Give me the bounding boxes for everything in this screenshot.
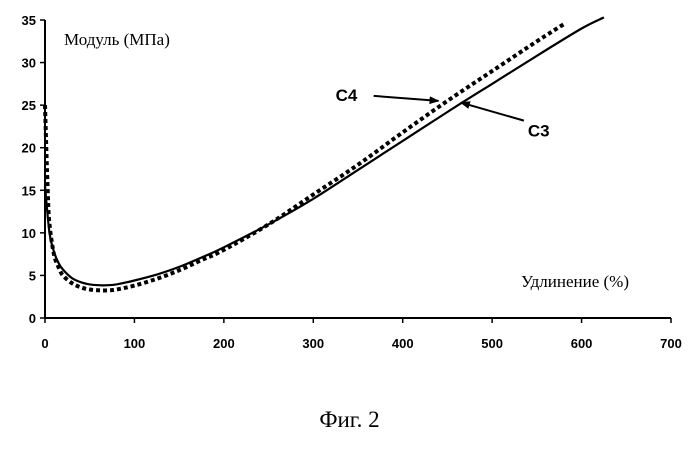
y-axis-title: Модуль (МПа) xyxy=(64,30,170,49)
x-tick-label: 500 xyxy=(481,336,503,351)
x-tick-label: 400 xyxy=(392,336,414,351)
x-tick-label: 100 xyxy=(124,336,146,351)
y-tick-label: 20 xyxy=(22,141,36,156)
modulus-elongation-chart: 010020030040050060070005101520253035 C4C… xyxy=(0,0,699,400)
series-line-c3 xyxy=(45,17,604,285)
x-axis-title: Удлинение (%) xyxy=(521,272,629,291)
arrow-c4 xyxy=(374,96,439,101)
y-tick-label: 0 xyxy=(29,311,36,326)
series-label-c4: C4 xyxy=(336,86,358,105)
y-tick-label: 10 xyxy=(22,226,36,241)
y-tick-label: 5 xyxy=(29,268,36,283)
y-tick-label: 30 xyxy=(22,56,36,71)
x-tick-label: 700 xyxy=(660,336,682,351)
arrow-c3 xyxy=(461,103,524,121)
series-lines xyxy=(45,17,604,290)
x-tick-label: 300 xyxy=(302,336,324,351)
x-tick-label: 0 xyxy=(41,336,48,351)
y-tick-label: 35 xyxy=(22,13,36,28)
x-tick-label: 200 xyxy=(213,336,235,351)
series-line-c4 xyxy=(45,24,564,290)
annotations: C4 C3 xyxy=(336,86,550,141)
series-label-c3: C3 xyxy=(528,122,550,141)
y-tick-label: 25 xyxy=(22,98,36,113)
figure-caption: Фиг. 2 xyxy=(0,407,699,433)
y-tick-label: 15 xyxy=(22,183,36,198)
x-tick-label: 600 xyxy=(571,336,593,351)
axis-ticks: 0 100 200 300 400 500 600 700 0 5 10 15 20 25 30 35 xyxy=(22,13,682,351)
